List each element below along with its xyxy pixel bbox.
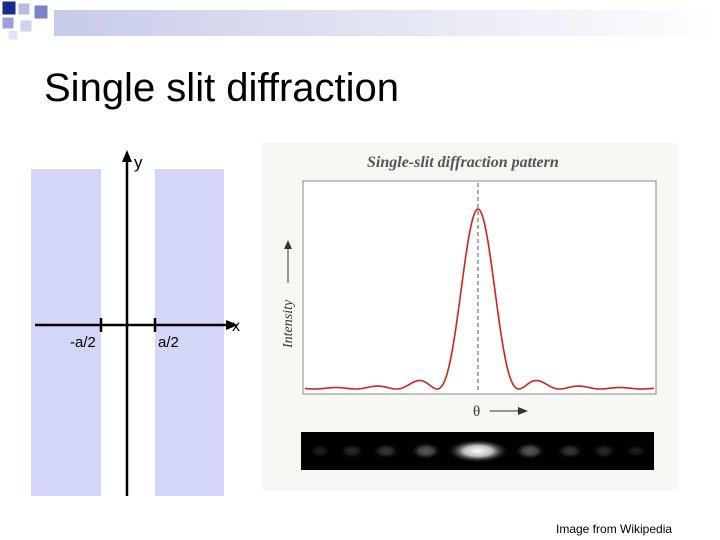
theta-label: θ [473,404,480,420]
slit-diagram: y x -a/2 a/2 [31,150,240,496]
right-edge-label: a/2 [158,334,179,351]
x-axis-label: x [232,318,240,335]
intensity-curve [304,208,655,390]
left-edge-label: -a/2 [70,334,96,351]
diffraction-figure: Single-slit diffraction pattern Intensit… [262,143,678,491]
fringe-spots [308,439,648,463]
lower-slit-wall [155,169,224,496]
x-axis-arrow [226,320,238,330]
image-credit: Image from Wikipedia [556,522,673,536]
y-axis-arrow [122,150,132,162]
y-axis-label: y [134,153,143,172]
figure-title: Single-slit diffraction pattern [367,154,559,171]
plot-area [302,180,657,395]
page-title: Single slit diffraction [44,66,399,110]
upper-slit-wall [31,169,101,496]
intensity-arrow-head [284,240,292,249]
theta-arrow-head [518,407,528,415]
header-decoration [1,0,720,41]
intensity-label: Intensity [281,299,296,349]
